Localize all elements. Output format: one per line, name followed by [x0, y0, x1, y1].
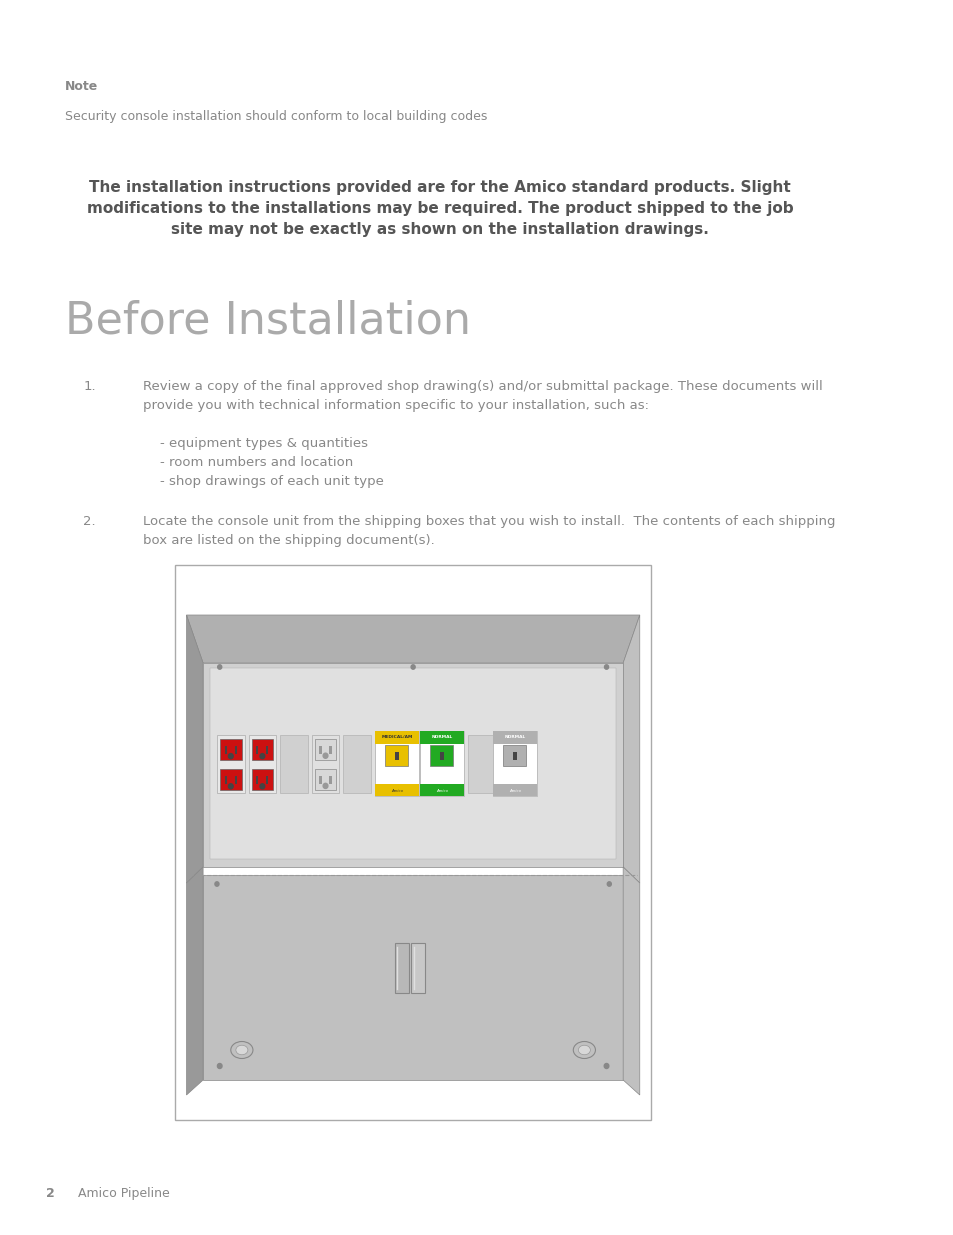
- Bar: [375, 731, 418, 743]
- Ellipse shape: [235, 1045, 248, 1055]
- Text: Note: Note: [65, 80, 98, 93]
- Text: Security console installation should conform to local building codes: Security console installation should con…: [65, 110, 486, 124]
- Text: Amico: Amico: [436, 789, 447, 793]
- Circle shape: [228, 784, 233, 789]
- Polygon shape: [622, 615, 639, 883]
- Bar: [220, 768, 241, 790]
- Bar: [395, 942, 408, 993]
- Bar: [385, 745, 408, 766]
- Bar: [252, 768, 273, 790]
- Ellipse shape: [578, 1045, 590, 1055]
- Bar: [203, 876, 622, 1079]
- Bar: [249, 735, 276, 793]
- Circle shape: [214, 882, 219, 887]
- Text: 1.: 1.: [83, 380, 95, 393]
- Circle shape: [260, 753, 265, 758]
- Text: The installation instructions provided are for the Amico standard products. Slig: The installation instructions provided a…: [87, 180, 793, 237]
- Bar: [513, 752, 517, 761]
- Bar: [314, 768, 336, 790]
- Bar: [439, 752, 443, 761]
- Bar: [319, 776, 321, 784]
- Bar: [225, 746, 227, 755]
- Bar: [312, 735, 339, 793]
- Bar: [314, 739, 336, 760]
- Circle shape: [228, 753, 233, 758]
- Bar: [329, 776, 332, 784]
- Bar: [266, 746, 268, 755]
- Text: Before Installation: Before Installation: [65, 300, 470, 343]
- Circle shape: [217, 664, 221, 669]
- Bar: [375, 784, 418, 797]
- Circle shape: [607, 882, 611, 887]
- Text: Review a copy of the final approved shop drawing(s) and/or submittal package. Th: Review a copy of the final approved shop…: [143, 380, 822, 488]
- Bar: [225, 776, 227, 784]
- Bar: [234, 776, 236, 784]
- Bar: [256, 776, 258, 784]
- Polygon shape: [186, 867, 203, 1095]
- Bar: [266, 776, 268, 784]
- Ellipse shape: [231, 1041, 253, 1058]
- Bar: [411, 942, 425, 993]
- Text: Amico Pipeline: Amico Pipeline: [78, 1187, 170, 1200]
- Text: Locate the console unit from the shipping boxes that you wish to install.  The c: Locate the console unit from the shippin…: [143, 515, 835, 547]
- Bar: [329, 746, 332, 755]
- Circle shape: [411, 664, 415, 669]
- Bar: [343, 735, 371, 793]
- Circle shape: [260, 784, 265, 789]
- Bar: [280, 735, 308, 793]
- Text: MEDICAL/AM: MEDICAL/AM: [381, 736, 413, 740]
- Bar: [220, 739, 241, 760]
- Bar: [395, 752, 398, 761]
- Bar: [234, 746, 236, 755]
- Bar: [419, 784, 463, 797]
- Bar: [375, 731, 418, 797]
- Circle shape: [603, 1063, 608, 1068]
- Bar: [256, 746, 258, 755]
- Circle shape: [604, 664, 608, 669]
- Bar: [493, 784, 537, 797]
- Circle shape: [323, 753, 328, 758]
- Polygon shape: [186, 615, 639, 663]
- Bar: [419, 731, 463, 743]
- Text: NORMAL: NORMAL: [504, 736, 525, 740]
- Bar: [211, 668, 615, 860]
- Bar: [493, 731, 537, 743]
- Text: Amico: Amico: [391, 789, 402, 793]
- Text: Amico: Amico: [508, 789, 520, 793]
- Bar: [252, 739, 273, 760]
- Polygon shape: [186, 615, 203, 883]
- Bar: [203, 663, 622, 867]
- Text: 2.: 2.: [83, 515, 95, 529]
- Bar: [467, 735, 495, 793]
- Bar: [175, 564, 650, 1120]
- Text: NORMAL: NORMAL: [431, 736, 452, 740]
- Bar: [319, 746, 321, 755]
- Bar: [419, 731, 463, 797]
- Circle shape: [217, 1063, 222, 1068]
- Text: 2: 2: [46, 1187, 55, 1200]
- Circle shape: [323, 783, 328, 788]
- Bar: [493, 731, 537, 797]
- Bar: [503, 745, 526, 766]
- Ellipse shape: [573, 1041, 595, 1058]
- Bar: [430, 745, 453, 766]
- Bar: [216, 735, 244, 793]
- Polygon shape: [622, 867, 639, 1095]
